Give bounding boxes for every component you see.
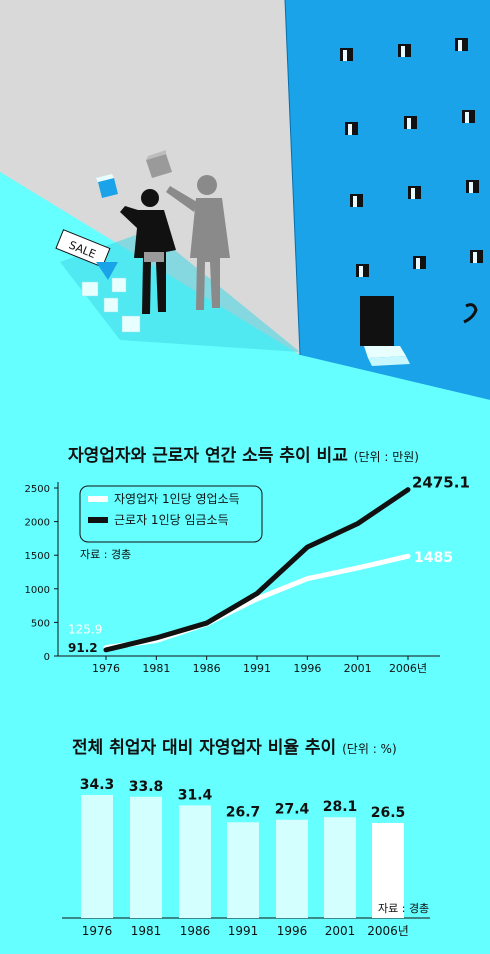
bar-value-label: 27.4: [275, 802, 310, 818]
x-tick-label: 1996: [293, 662, 321, 675]
x-tick-label: 1976: [92, 662, 120, 675]
data-label: 2475.1: [412, 474, 470, 492]
x-tick-label: 1996: [277, 924, 308, 938]
bar: [276, 819, 308, 918]
y-tick-label: 500: [31, 618, 50, 629]
gray-figure: [166, 175, 230, 310]
bar: [324, 817, 356, 918]
chart2-title: 전체 취업자 대비 자영업자 비율 추이: [72, 738, 337, 758]
chart1-source: 자료 : 경총: [80, 548, 131, 561]
chart1-title-row: 자영업자와 근로자 연간 소득 추이 비교 (단위 : 만원): [68, 441, 419, 466]
x-tick-label: 2006년: [389, 662, 427, 675]
y-tick-label: 2000: [25, 518, 50, 529]
ratio-bar-chart: 34.3 1976 33.8 1981 31.4 1986 26.7 1991 27.4 1996…: [62, 777, 430, 938]
x-tick-label: 2006년: [367, 924, 409, 938]
x-tick-label: 1986: [193, 662, 221, 675]
bar-value-label: 26.5: [371, 805, 406, 821]
blue-box: [96, 174, 118, 198]
legend-label-0: 자영업자 1인당 영업소득: [114, 492, 240, 506]
bar-value-label: 34.3: [80, 777, 115, 793]
chart1-title: 자영업자와 근로자 연간 소득 추이 비교: [68, 446, 348, 466]
series-line-1: [103, 487, 411, 653]
bar: [372, 822, 404, 918]
y-tick-label: 1000: [25, 585, 50, 596]
chart2-unit: (단위 : %): [342, 742, 397, 756]
x-tick-label: 1986: [180, 924, 211, 938]
building-door: [360, 296, 394, 346]
x-tick-label: 2001: [344, 662, 372, 675]
bar: [179, 805, 211, 918]
sale-sign: SALE: [55, 229, 111, 268]
legend-label-1: 근로자 1인당 임금소득: [114, 513, 229, 527]
chart2-source: 자료 : 경총: [378, 902, 429, 915]
x-tick-label: 1976: [82, 924, 113, 938]
data-label: 91.2: [68, 641, 98, 655]
data-label: 1485: [414, 550, 453, 566]
chart1-unit: (단위 : 만원): [353, 450, 419, 464]
bar-value-label: 28.1: [323, 799, 358, 815]
x-tick-label: 2001: [325, 924, 356, 938]
legend-box: [79, 485, 263, 543]
y-tick-label: 2500: [25, 484, 50, 495]
bar: [227, 822, 259, 918]
illustration: SALE: [0, 0, 490, 400]
series-line-0: [103, 553, 411, 651]
bar-value-label: 33.8: [129, 779, 164, 795]
income-line-chart: 0 500 1000 1500 2000 2500 1976 1981 1986 1991 1996…: [25, 474, 470, 675]
y-tick-label: 1500: [25, 551, 50, 562]
bar-value-label: 26.7: [226, 804, 261, 820]
x-tick-label: 1991: [228, 924, 259, 938]
bar: [130, 796, 162, 918]
x-tick-label: 1991: [243, 662, 271, 675]
chart2-title-row: 전체 취업자 대비 자영업자 비율 추이 (단위 : %): [72, 733, 397, 758]
y-tick-label: 0: [44, 652, 50, 663]
x-tick-label: 1981: [131, 924, 162, 938]
data-label: 125.9: [68, 623, 102, 637]
bar-value-label: 31.4: [178, 787, 213, 803]
bar: [81, 795, 113, 918]
x-tick-label: 1981: [142, 662, 170, 675]
gray-box: [146, 150, 172, 178]
